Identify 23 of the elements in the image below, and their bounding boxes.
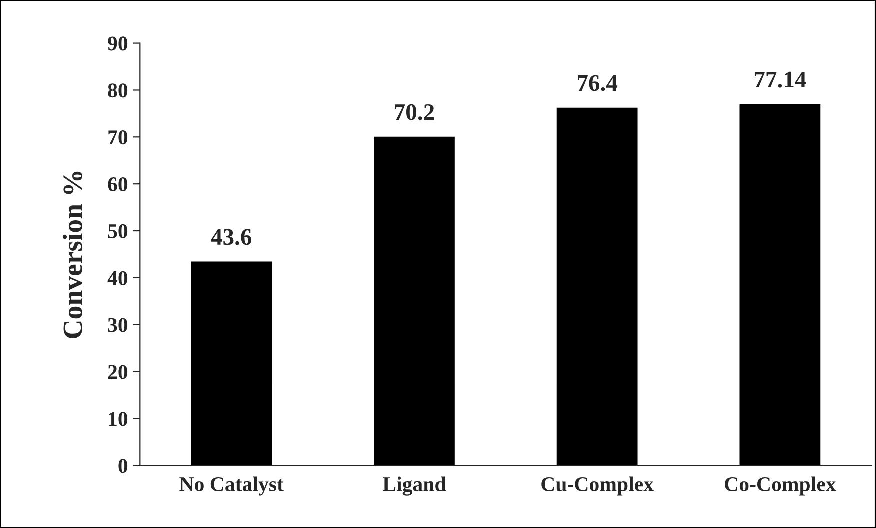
y-axis-title: Conversion %	[62, 172, 83, 338]
y-tick-label: 80	[108, 84, 128, 98]
y-tick-label: 30	[108, 318, 128, 332]
bar	[190, 260, 274, 466]
y-tick-label: 10	[109, 412, 128, 426]
y-tick-label: 20	[108, 365, 128, 380]
y-tick-label: 50	[108, 224, 128, 238]
x-tick-label: No Catalyst	[180, 476, 284, 496]
bar	[738, 102, 822, 466]
bar	[372, 136, 456, 466]
y-tick-label: 60	[108, 177, 128, 192]
y-tick-label: 0	[118, 459, 128, 474]
x-tick-label: Cu-Complex	[542, 476, 654, 496]
data-label: 43.6	[211, 229, 252, 246]
y-tick-label: 90	[108, 36, 128, 51]
y-tick-label: 40	[108, 271, 128, 286]
data-label: 77.14	[754, 72, 806, 88]
data-label: 70.2	[395, 104, 434, 120]
y-tick-label: 70	[108, 130, 128, 145]
data-label: 76.4	[578, 75, 618, 92]
x-tick-label: Co-Complex	[725, 476, 836, 496]
bar	[555, 106, 640, 466]
x-tick-label: Ligand	[382, 476, 446, 496]
